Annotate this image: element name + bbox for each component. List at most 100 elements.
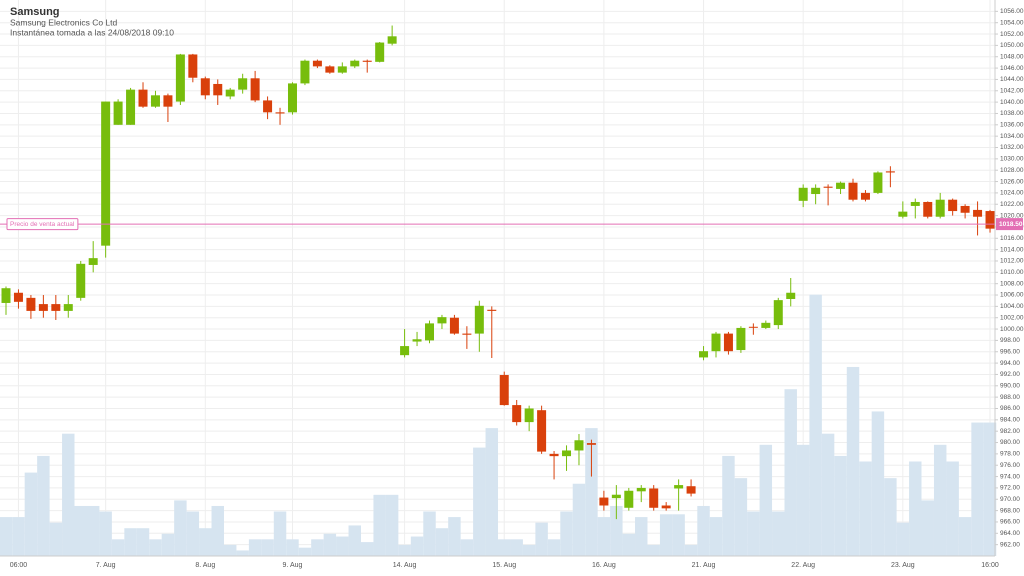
y-tick-label: 970.00 [1000, 496, 1020, 503]
volume-bar [722, 455, 735, 556]
current-price-label: Precio de venta actual [10, 221, 75, 228]
y-tick-label: 1014.00 [1000, 246, 1024, 253]
volume-bar [884, 478, 897, 556]
volume-bar [684, 544, 698, 556]
volume-bar [597, 517, 611, 556]
y-tick-label: 994.00 [1000, 360, 1020, 367]
x-tick-label: 9. Aug [283, 562, 303, 569]
y-tick-label: 962.00 [1000, 541, 1020, 548]
volume-bar [933, 444, 947, 556]
candle-body [973, 209, 983, 217]
candle-body [362, 60, 372, 62]
volume-bar [622, 533, 636, 556]
y-tick-label: 1016.00 [1000, 235, 1024, 242]
y-tick-label: 1056.00 [1000, 8, 1024, 15]
volume-bar [348, 525, 361, 556]
volume-bar [647, 544, 660, 556]
candle-body [474, 305, 484, 334]
candle-body [674, 485, 684, 489]
y-tick-label: 988.00 [1000, 394, 1020, 401]
candle-body [425, 323, 435, 341]
candle-body [138, 89, 148, 107]
volume-bar [99, 511, 112, 556]
volume-bar [49, 522, 63, 556]
candle-body [873, 172, 883, 193]
candle-body [38, 304, 48, 311]
candle-body [449, 317, 459, 334]
y-tick-label: 1054.00 [1000, 19, 1024, 26]
candle-body [101, 101, 111, 246]
y-tick-label: 1000.00 [1000, 326, 1024, 333]
candle-body [350, 60, 360, 67]
x-tick-label: 7. Aug [96, 562, 116, 569]
candle-body [985, 211, 995, 229]
volume-bar [435, 528, 449, 556]
volume-bar [709, 517, 723, 556]
y-tick-label: 1034.00 [1000, 133, 1024, 140]
candle-body [400, 346, 410, 356]
volume-bar [149, 539, 162, 556]
snapshot-note: Instantánea tomada a las 24/08/2018 09:1… [10, 27, 174, 37]
candle-body [150, 95, 160, 107]
candle-body [499, 375, 509, 406]
y-tick-label: 982.00 [1000, 428, 1020, 435]
candle-body [923, 201, 933, 217]
candle-body [188, 54, 198, 78]
volume-bar [398, 544, 411, 556]
volume-bar [547, 539, 561, 556]
candle-body [512, 405, 522, 423]
candle-body [250, 78, 260, 101]
candle-body [1, 288, 11, 303]
x-tick-label: 06:00 [10, 562, 28, 569]
y-tick-label: 1038.00 [1000, 110, 1024, 117]
volume-bar [560, 511, 573, 556]
y-tick-label: 1012.00 [1000, 258, 1024, 265]
y-tick-label: 990.00 [1000, 383, 1020, 390]
volume-bar [697, 505, 710, 556]
volume-bar [161, 533, 175, 556]
candle-body [375, 42, 385, 62]
volume-bar [448, 517, 461, 556]
volume-bar [971, 422, 984, 556]
candle-body [948, 199, 958, 212]
volume-bar [423, 511, 436, 556]
volume-bar [111, 539, 125, 556]
y-tick-label: 1024.00 [1000, 190, 1024, 197]
volume-bar [896, 522, 910, 556]
y-tick-label: 1050.00 [1000, 42, 1024, 49]
candle-body [387, 36, 397, 44]
current-price-value-box [996, 218, 1023, 231]
candle-body [661, 505, 671, 509]
y-tick-label: 1030.00 [1000, 156, 1024, 163]
volume-bar [86, 505, 100, 556]
candle-body [898, 211, 908, 217]
x-tick-label: 8. Aug [195, 562, 215, 569]
candle-body [13, 292, 23, 302]
x-tick-label: 14. Aug [393, 562, 417, 569]
candle-body [537, 410, 547, 452]
candle-body [773, 300, 783, 326]
candle-body [748, 326, 758, 328]
volume-bar [37, 455, 50, 556]
y-tick-label: 1042.00 [1000, 87, 1024, 94]
candle-body [686, 486, 696, 494]
volume-bar [909, 461, 922, 556]
volume-bar [136, 528, 150, 556]
y-tick-label: 996.00 [1000, 348, 1020, 355]
y-tick-label: 1010.00 [1000, 269, 1024, 276]
candle-body [586, 443, 596, 445]
volume-bar [0, 517, 13, 556]
volume-bar [174, 500, 187, 556]
candle-body [287, 83, 297, 113]
y-tick-label: 1040.00 [1000, 99, 1024, 106]
candle-body [711, 333, 721, 352]
candle-body [910, 201, 920, 206]
volume-bar [211, 505, 224, 556]
volume-bar [821, 433, 835, 556]
candle-body [51, 304, 61, 311]
candle-body [263, 100, 273, 113]
y-tick-label: 976.00 [1000, 462, 1020, 469]
volume-bar [261, 539, 274, 556]
y-tick-label: 998.00 [1000, 337, 1020, 344]
